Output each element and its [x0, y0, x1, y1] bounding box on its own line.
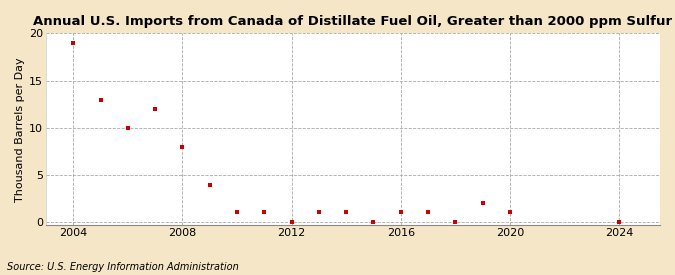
Text: Source: U.S. Energy Information Administration: Source: U.S. Energy Information Administ… [7, 262, 238, 272]
Point [68, 41, 79, 45]
Point [286, 220, 297, 224]
Point [396, 210, 406, 214]
Point [177, 145, 188, 149]
Point [259, 210, 270, 214]
Point [150, 107, 161, 111]
Point [368, 220, 379, 224]
Y-axis label: Thousand Barrels per Day: Thousand Barrels per Day [15, 57, 25, 202]
Title: Annual U.S. Imports from Canada of Distillate Fuel Oil, Greater than 2000 ppm Su: Annual U.S. Imports from Canada of Disti… [34, 15, 672, 28]
Point [341, 210, 352, 214]
Point [614, 220, 624, 224]
Point [423, 210, 433, 214]
Point [504, 210, 515, 214]
Point [232, 210, 242, 214]
Point [123, 126, 134, 130]
Point [450, 220, 461, 224]
Point [313, 210, 324, 214]
Point [477, 201, 488, 206]
Point [95, 97, 106, 102]
Point [205, 182, 215, 187]
